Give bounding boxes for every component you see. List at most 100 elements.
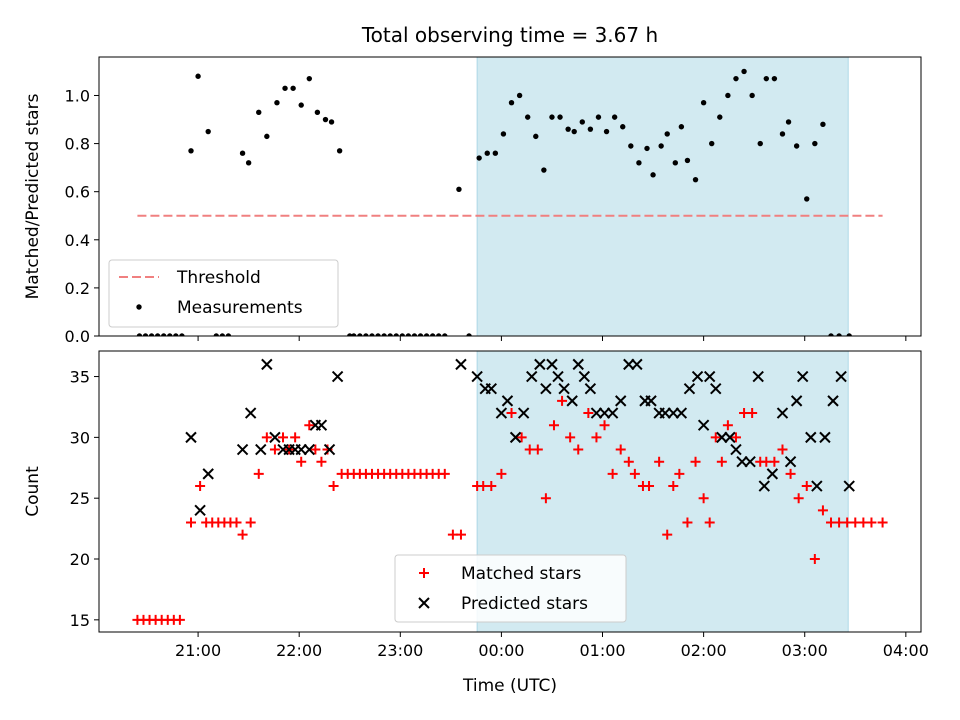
data-point xyxy=(615,395,627,407)
data-point xyxy=(836,333,842,336)
data-point xyxy=(466,333,472,336)
data-point xyxy=(682,517,693,528)
data-point xyxy=(245,160,252,166)
y-tick-label: 1.0 xyxy=(65,86,90,105)
data-point xyxy=(607,468,618,479)
data-point xyxy=(148,333,155,336)
data-point xyxy=(532,444,543,455)
data-point xyxy=(644,145,650,152)
data-point xyxy=(500,131,507,137)
y-tick-label: 0.0 xyxy=(65,327,90,346)
data-point xyxy=(758,480,770,492)
top-plot-area xyxy=(136,0,883,336)
data-point xyxy=(245,517,256,528)
bottom-y-axis-label: Count xyxy=(23,466,43,517)
x-tick-label: 22:00 xyxy=(276,641,322,660)
x-tick-label: 04:00 xyxy=(883,641,929,660)
data-point xyxy=(269,444,280,455)
data-point xyxy=(692,176,699,183)
data-point xyxy=(557,395,568,406)
data-point xyxy=(599,420,610,431)
y-tick-label: 20 xyxy=(70,550,90,569)
data-point xyxy=(142,333,149,336)
data-point xyxy=(784,455,797,468)
data-point xyxy=(790,395,803,407)
y-tick-label: 0.4 xyxy=(65,231,90,250)
data-point xyxy=(583,408,594,419)
data-point xyxy=(496,468,507,479)
data-point xyxy=(290,432,301,443)
data-point xyxy=(381,333,387,336)
data-point xyxy=(812,140,818,147)
x-tick-label: 00:00 xyxy=(478,641,524,660)
data-point xyxy=(509,431,522,444)
data-point xyxy=(136,333,143,336)
top-series-measurements xyxy=(136,0,872,336)
data-point xyxy=(439,468,450,479)
data-point xyxy=(411,333,418,336)
data-point xyxy=(572,358,584,371)
data-point xyxy=(534,358,546,371)
data-point xyxy=(766,468,779,480)
data-point xyxy=(716,431,728,444)
data-point xyxy=(757,140,763,147)
data-point xyxy=(323,443,336,456)
data-point xyxy=(219,333,226,336)
data-point xyxy=(877,517,888,528)
data-point xyxy=(495,407,508,419)
data-point xyxy=(154,333,161,336)
data-point xyxy=(303,443,316,456)
data-point xyxy=(752,370,764,383)
legend-matched-label: Matched stars xyxy=(461,564,581,584)
data-point xyxy=(771,75,778,82)
data-point xyxy=(603,128,610,135)
bottom-legend: Matched stars Predicted stars xyxy=(394,554,627,623)
data-point xyxy=(722,420,733,431)
data-point xyxy=(744,455,756,468)
data-point xyxy=(598,407,611,419)
data-point xyxy=(747,408,758,419)
top-panel: 0.0 0.2 0.4 0.6 0.8 1.0 Matched/Predicted star… xyxy=(23,0,922,346)
data-point xyxy=(573,444,584,455)
data-point xyxy=(587,126,594,132)
data-point xyxy=(174,614,185,625)
data-point xyxy=(558,383,570,395)
data-point xyxy=(225,333,232,336)
data-point xyxy=(524,114,531,120)
data-point xyxy=(579,119,585,125)
data-point xyxy=(658,143,664,149)
data-point xyxy=(387,333,393,336)
data-point xyxy=(256,109,262,116)
data-point xyxy=(867,0,872,3)
y-tick-label: 35 xyxy=(70,368,90,387)
data-point xyxy=(255,443,267,456)
data-point xyxy=(310,444,321,455)
data-point xyxy=(698,493,709,504)
data-point xyxy=(552,370,564,383)
data-point xyxy=(331,370,344,383)
data-point xyxy=(517,407,530,419)
data-point xyxy=(186,517,197,528)
data-point xyxy=(590,407,603,419)
x-tick-label: 01:00 xyxy=(579,641,625,660)
data-point xyxy=(455,529,466,540)
data-point xyxy=(805,431,817,444)
data-point xyxy=(709,140,715,147)
data-point xyxy=(516,432,527,443)
data-point xyxy=(809,554,820,565)
data-point xyxy=(363,333,369,336)
data-point xyxy=(278,432,289,443)
bottom-series-matched-stars xyxy=(132,395,888,625)
data-point xyxy=(611,114,618,120)
bottom-axes-frame xyxy=(98,350,922,633)
data-point xyxy=(623,358,635,371)
data-point xyxy=(674,468,685,479)
legend-box xyxy=(394,554,627,623)
legend-predicted-swatch xyxy=(418,597,430,609)
data-point xyxy=(724,431,736,444)
data-point xyxy=(269,431,281,444)
data-point xyxy=(274,99,280,106)
data-point xyxy=(730,443,742,456)
legend-box xyxy=(108,259,339,328)
data-point xyxy=(492,150,499,156)
